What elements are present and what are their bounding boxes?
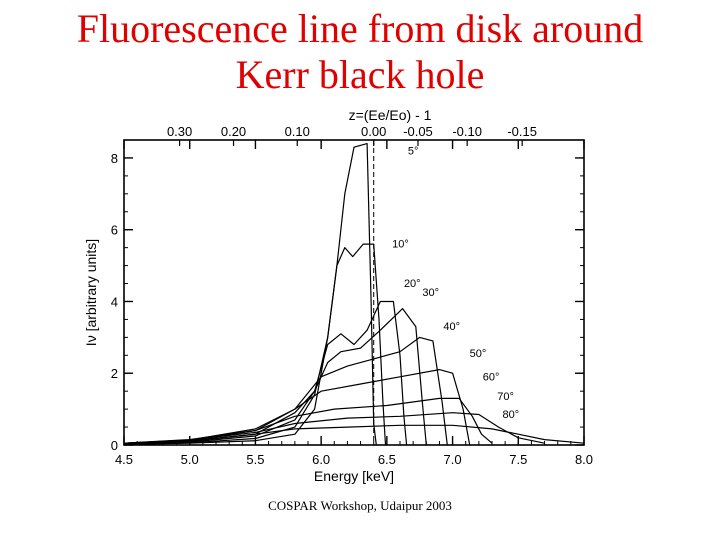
top-tick-label: 0.20 [221, 124, 246, 139]
x-tick-label: 5.5 [246, 452, 264, 467]
x-tick-label: 7.5 [509, 452, 527, 467]
series-label: 80° [503, 409, 520, 421]
series-label: 30° [422, 287, 439, 299]
series-line [123, 243, 387, 446]
series-line [123, 412, 545, 444]
series-label: 70° [497, 391, 514, 403]
slide-footer: COSPAR Workshop, Udaipur 2003 [268, 498, 452, 513]
y-tick-label: 4 [111, 294, 118, 309]
top-tick-label: -0.05 [403, 124, 433, 139]
y-tick-label: 6 [111, 223, 118, 238]
series-group [123, 143, 585, 446]
y-tick-label: 8 [111, 151, 118, 166]
x-tick-label: 6.0 [312, 452, 330, 467]
series-label: 10° [392, 239, 409, 251]
series-line [123, 336, 448, 446]
series-label: 60° [483, 371, 500, 383]
series-label: 20° [404, 278, 421, 290]
y-axis-label: Iν [arbitrary units] [83, 239, 99, 346]
top-tick-label: 0.10 [285, 124, 310, 139]
x-tick-label: 8.0 [575, 452, 593, 467]
top-axis-label: z=(Ee/Eo) - 1 [349, 107, 432, 123]
x-tick-label: 4.5 [115, 452, 133, 467]
series-line [123, 397, 493, 444]
top-tick-label: 0.00 [361, 124, 386, 139]
slide-title-line2: Kerr black hole [235, 52, 485, 97]
plot-border [123, 139, 585, 446]
series-label: 50° [470, 348, 487, 360]
x-tick-label: 6.5 [378, 452, 396, 467]
x-tick-label: 5.0 [181, 452, 199, 467]
series-label: 40° [443, 321, 460, 333]
top-tick-label: 0.30 [167, 124, 192, 139]
series-label: 5° [408, 145, 419, 157]
x-tick-label: 7.0 [444, 452, 462, 467]
series-line [123, 369, 471, 446]
text-labels: 4.5 5.0 5.5 6.0 6.5 7.0 7.5 8.0 0 2 4 6 8 0.30 0.20 0.1… [83, 107, 593, 484]
slide-title: Fluorescence line from disk around Kerr … [0, 6, 720, 98]
series-line [123, 143, 377, 446]
slide-title-line1: Fluorescence line from disk around [76, 6, 644, 51]
top-tick-label: -0.10 [452, 124, 482, 139]
series-line [123, 424, 585, 445]
series-line [123, 308, 427, 446]
y-tick-label: 2 [111, 366, 118, 381]
axis-ticks [123, 139, 585, 446]
top-tick-label: -0.15 [507, 124, 537, 139]
x-axis-label: Energy [keV] [314, 468, 394, 484]
plot-frame [123, 139, 585, 446]
y-tick-label: 0 [111, 438, 118, 453]
